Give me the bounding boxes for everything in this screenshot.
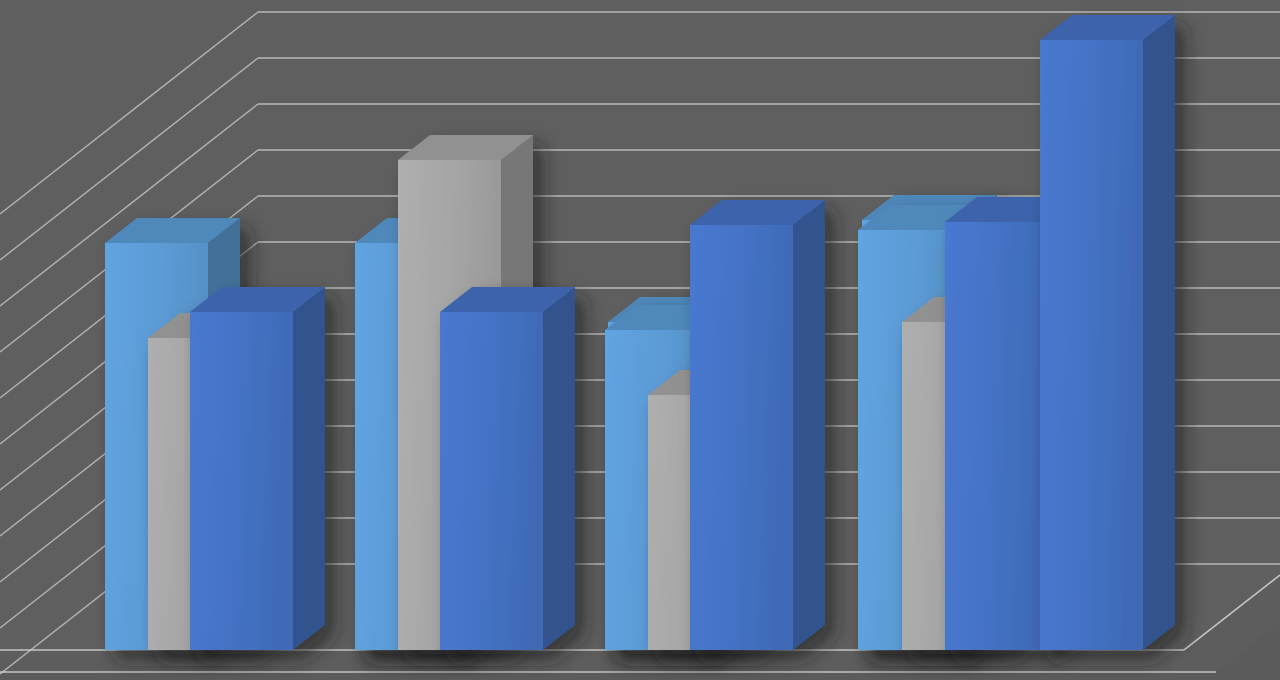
bar-side-face: [543, 287, 575, 650]
bar-top-face: [690, 200, 825, 225]
floor-plane-main: [0, 575, 1280, 672]
bar-g4-s4[interactable]: [1040, 15, 1175, 650]
bar-side-face: [293, 287, 325, 650]
bar-front-face: [945, 222, 1048, 650]
bar-front-face: [690, 225, 793, 650]
bar-top-face: [105, 218, 240, 243]
bar-g3-s3[interactable]: [690, 200, 825, 650]
bar-g1-s3[interactable]: [190, 287, 325, 650]
bar-top-face: [440, 287, 575, 312]
floor-plane: [0, 622, 1280, 680]
bar-front-face: [440, 312, 543, 650]
bar-top-face: [1040, 15, 1175, 40]
bar-front-face: [190, 312, 293, 650]
bar-top-face: [398, 135, 533, 160]
bar-front-face: [1040, 40, 1143, 650]
bar-top-face: [190, 287, 325, 312]
bar-side-face: [793, 200, 825, 650]
bar-g2-s3[interactable]: [440, 287, 575, 650]
bar-side-face: [1143, 15, 1175, 650]
